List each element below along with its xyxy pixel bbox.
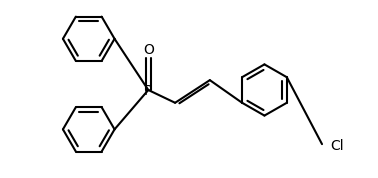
Text: O: O (143, 43, 154, 57)
Text: Cl: Cl (330, 139, 344, 153)
Text: P: P (144, 84, 152, 98)
